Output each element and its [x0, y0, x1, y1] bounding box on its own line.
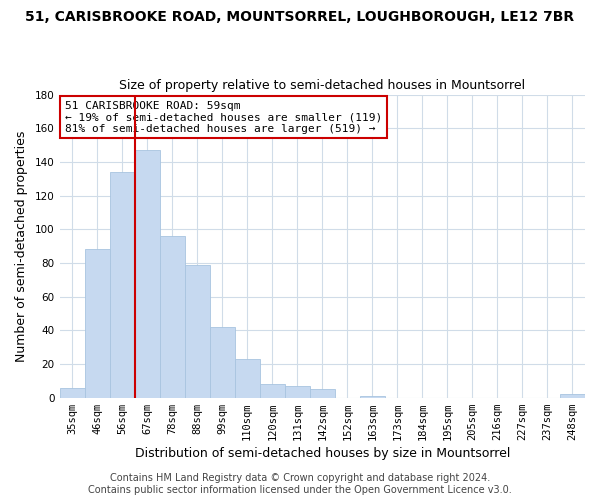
Y-axis label: Number of semi-detached properties: Number of semi-detached properties	[15, 130, 28, 362]
Text: 51, CARISBROOKE ROAD, MOUNTSORREL, LOUGHBOROUGH, LE12 7BR: 51, CARISBROOKE ROAD, MOUNTSORREL, LOUGH…	[25, 10, 575, 24]
Bar	[209, 327, 235, 398]
Title: Size of property relative to semi-detached houses in Mountsorrel: Size of property relative to semi-detach…	[119, 79, 526, 92]
Bar	[235, 359, 260, 398]
Text: 51 CARISBROOKE ROAD: 59sqm
← 19% of semi-detached houses are smaller (119)
81% o: 51 CARISBROOKE ROAD: 59sqm ← 19% of semi…	[65, 100, 382, 134]
Bar	[285, 386, 310, 398]
Bar	[85, 250, 110, 398]
Bar	[59, 388, 85, 398]
Bar	[560, 394, 585, 398]
Bar	[310, 390, 335, 398]
Bar	[110, 172, 134, 398]
Bar	[160, 236, 185, 398]
Bar	[134, 150, 160, 398]
X-axis label: Distribution of semi-detached houses by size in Mountsorrel: Distribution of semi-detached houses by …	[134, 447, 510, 460]
Bar	[185, 264, 209, 398]
Text: Contains HM Land Registry data © Crown copyright and database right 2024.
Contai: Contains HM Land Registry data © Crown c…	[88, 474, 512, 495]
Bar	[360, 396, 385, 398]
Bar	[260, 384, 285, 398]
